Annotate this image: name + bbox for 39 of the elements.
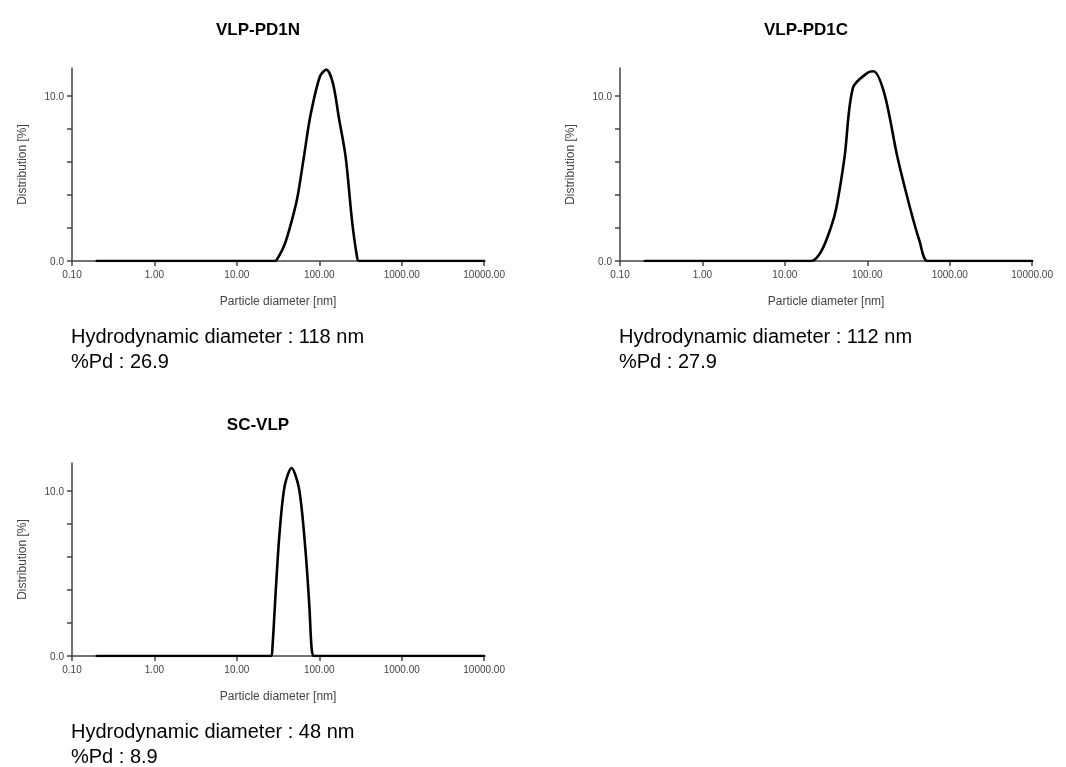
x-axis-title: Particle diameter [nm] (767, 294, 885, 308)
y-tick-label: 0.0 (50, 650, 65, 662)
x-tick-label: 1.00 (692, 268, 713, 280)
x-tick-label: 10000.00 (463, 663, 506, 675)
x-tick-label: 10.00 (224, 663, 250, 675)
x-tick-label: 1000.00 (383, 268, 421, 280)
text: Hydrodynamic diameter : 118 nm (71, 324, 366, 349)
y-tick-label: 10.0 (44, 485, 65, 497)
x-tick-label: 1.00 (144, 268, 165, 280)
chart-title: VLP-PD1N (215, 20, 301, 39)
y-tick-label: 0.0 (50, 255, 65, 267)
x-axis-title: Particle diameter [nm] (219, 689, 337, 703)
text: %Pd : 26.9 (71, 349, 170, 374)
x-tick-label: 10000.00 (1011, 268, 1054, 280)
x-tick-label: 10.00 (224, 268, 250, 280)
x-axis-title: Particle diameter [nm] (219, 294, 337, 308)
x-tick-label: 0.10 (62, 663, 83, 675)
x-tick-label: 100.00 (303, 268, 336, 280)
y-tick-label: 10.0 (592, 90, 613, 102)
chart-title: SC-VLP (226, 415, 290, 434)
x-tick-label: 100.00 (303, 663, 336, 675)
x-tick-label: 10.00 (772, 268, 798, 280)
x-tick-label: 0.10 (610, 268, 631, 280)
chart-title: VLP-PD1C (763, 20, 849, 39)
text: %Pd : 27.9 (619, 349, 718, 374)
text: Hydrodynamic diameter : 112 nm (619, 324, 914, 349)
x-tick-label: 100.00 (851, 268, 884, 280)
y-axis-title: Distribution [%] (563, 124, 577, 205)
text: %Pd : 8.9 (71, 744, 159, 767)
x-tick-label: 1000.00 (931, 268, 969, 280)
y-axis-title: Distribution [%] (15, 124, 29, 205)
text: Hydrodynamic diameter : 48 nm (71, 719, 356, 744)
y-tick-label: 10.0 (44, 90, 65, 102)
y-tick-label: 0.0 (598, 255, 613, 267)
x-tick-label: 1000.00 (383, 663, 421, 675)
x-tick-label: 10000.00 (463, 268, 506, 280)
x-tick-label: 0.10 (62, 268, 83, 280)
y-axis-title: Distribution [%] (15, 519, 29, 600)
x-tick-label: 1.00 (144, 663, 165, 675)
